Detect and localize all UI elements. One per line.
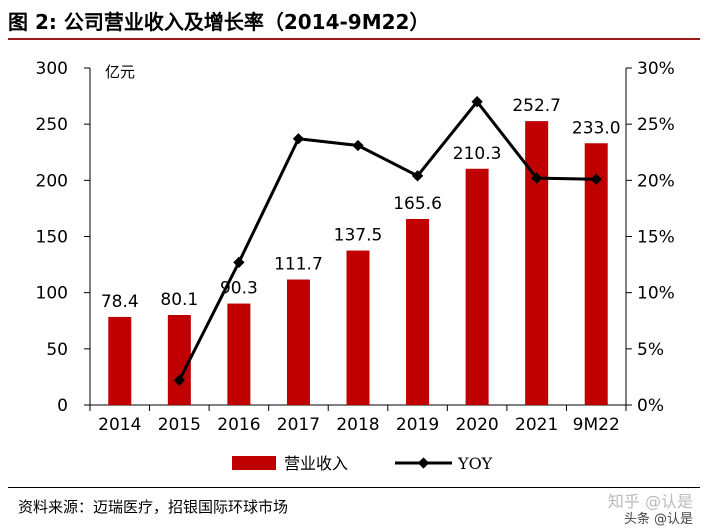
figure-title: 图 2: 公司营业收入及增长率（2014-9M22） [8, 10, 430, 34]
y-left-tick-label: 200 [36, 171, 68, 191]
yoy-marker [411, 170, 424, 182]
bar-value-label: 78.4 [101, 292, 139, 312]
x-tick-label: 2019 [396, 415, 439, 435]
bar [406, 218, 430, 405]
legend-marker-yoy [417, 457, 430, 469]
bar [465, 168, 489, 405]
y-left-tick-label: 250 [36, 115, 68, 135]
watermark: 知乎 @认是 [607, 492, 693, 511]
bar-value-label: 111.7 [274, 255, 323, 275]
y-right-tick-label: 0% [637, 396, 664, 416]
x-tick-label: 2017 [277, 415, 320, 435]
y-left-tick-label: 150 [36, 228, 68, 248]
bar [584, 143, 608, 405]
bar-value-label: 252.7 [512, 96, 561, 116]
chart-legend: 营业收入 YOY [232, 454, 493, 473]
yoy-marker [173, 374, 185, 386]
x-tick-label: 2014 [98, 415, 141, 435]
x-tick-label: 2021 [515, 415, 558, 435]
title-rule [8, 38, 700, 40]
yoy-marker [233, 256, 245, 268]
bar-value-label: 165.6 [393, 194, 442, 214]
bar [525, 121, 549, 405]
yoy-marker [292, 133, 305, 145]
revenue-yoy-chart: 0 50 100 150 200 250 300 0% 5% 10% 15% 20% 25% 30% 201… [36, 59, 675, 473]
y-left-tick-label: 300 [36, 59, 68, 79]
yoy-line-series [173, 96, 602, 386]
bar-value-label: 233.0 [572, 118, 621, 138]
y-left-tick-label: 100 [36, 284, 68, 304]
y-right-tick-label: 15% [637, 228, 675, 248]
bar-series [108, 121, 608, 405]
legend-label-yoy: YOY [457, 454, 493, 473]
y-right-tick-label: 5% [637, 340, 664, 360]
bar-value-label: 137.5 [334, 226, 383, 246]
legend-swatch-revenue [232, 456, 276, 470]
y-left-tick-label: 0 [57, 396, 68, 416]
yoy-marker [531, 172, 543, 184]
bar [346, 250, 370, 405]
x-tick-label: 2015 [158, 415, 201, 435]
x-tick-label: 9M22 [573, 415, 620, 435]
bar-value-label: 80.1 [160, 290, 198, 310]
y-left-tick-label: 50 [46, 340, 68, 360]
bar [108, 316, 132, 405]
y-right-tick-label: 10% [637, 284, 675, 304]
bar-value-labels: 78.4 80.190.3111.7137.5165.6210.3252.7233… [101, 96, 621, 312]
y-right-tick-label: 20% [637, 171, 675, 191]
source-note: 资料来源：迈瑞医疗，招银国际环球市场 [18, 498, 289, 516]
y-unit-label: 亿元 [105, 63, 135, 81]
y-right-tick-label: 25% [637, 115, 675, 135]
bar-value-label: 210.3 [453, 144, 502, 164]
yoy-marker [590, 173, 602, 185]
legend-label-revenue: 营业收入 [284, 454, 348, 473]
footer-rule [8, 487, 700, 488]
x-tick-label: 2018 [336, 415, 379, 435]
x-tick-label: 2020 [455, 415, 498, 435]
yoy-marker [352, 139, 364, 152]
bar [286, 279, 310, 405]
y-right-tick-label: 30% [637, 59, 675, 79]
yoy-line [177, 99, 597, 381]
x-tick-label: 2016 [217, 415, 260, 435]
bar [227, 303, 251, 405]
bar [167, 315, 191, 405]
watermark-secondary: 头条 @认是 [623, 512, 693, 527]
chart-axes: 0 50 100 150 200 250 300 0% 5% 10% 15% 20% 25% 30% 201… [36, 59, 675, 435]
